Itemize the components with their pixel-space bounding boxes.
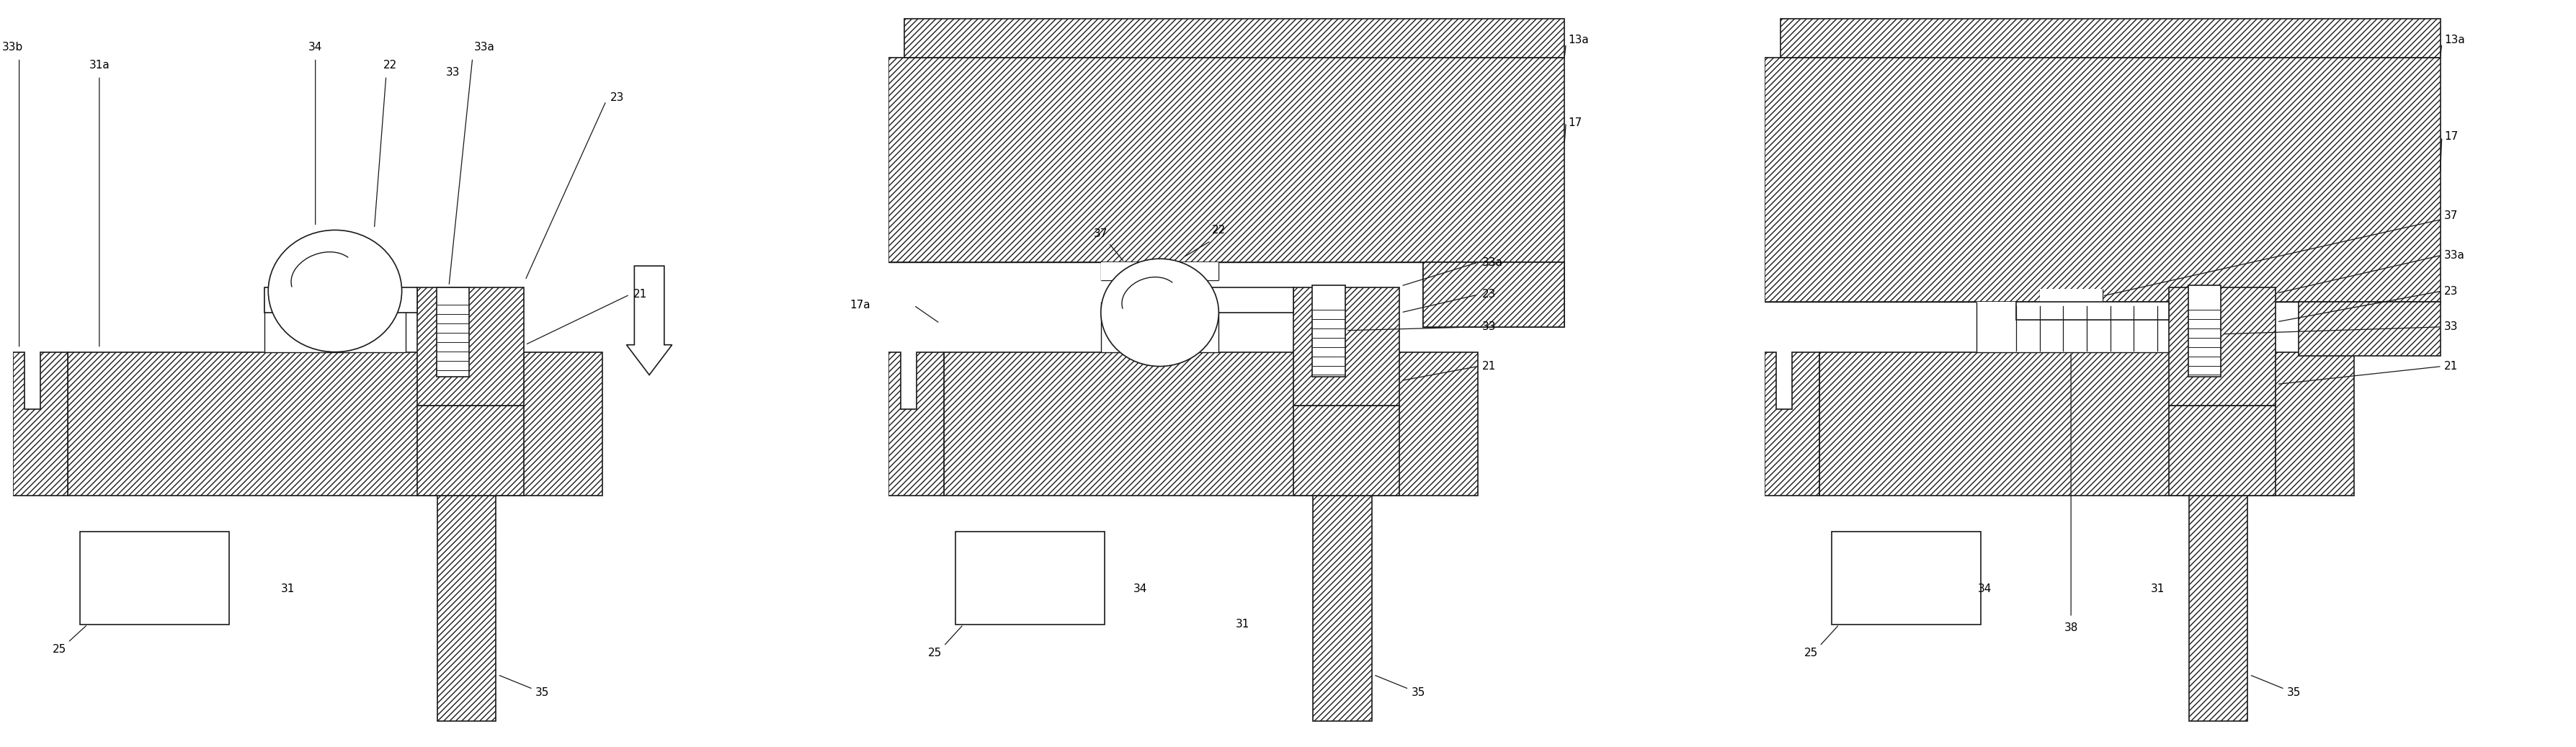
- Bar: [2040, 289, 2102, 302]
- Bar: [1819, 352, 2354, 495]
- Text: 22: 22: [1211, 225, 1226, 235]
- Bar: [417, 288, 523, 406]
- Polygon shape: [13, 352, 67, 495]
- Bar: [1832, 531, 1981, 624]
- Text: 33b: 33b: [3, 42, 23, 52]
- Bar: [1100, 302, 1218, 352]
- Text: 13a: 13a: [2445, 34, 2465, 46]
- Text: 33: 33: [446, 67, 461, 78]
- Bar: [67, 352, 603, 495]
- Text: 21: 21: [634, 289, 647, 300]
- Text: 25: 25: [52, 644, 67, 655]
- Text: 25: 25: [1803, 648, 1819, 659]
- Bar: [1314, 495, 1373, 722]
- Bar: [265, 288, 417, 312]
- Text: 35: 35: [536, 687, 549, 698]
- Bar: [1141, 288, 1293, 312]
- Text: 13a: 13a: [1569, 34, 1589, 46]
- Text: 38: 38: [2063, 623, 2079, 633]
- Circle shape: [268, 230, 402, 352]
- Text: 33: 33: [2445, 321, 2458, 332]
- Text: 31: 31: [281, 583, 294, 594]
- Bar: [1422, 262, 1564, 327]
- Text: 37: 37: [2445, 211, 2458, 221]
- Text: 34: 34: [1978, 583, 1991, 594]
- Text: 21: 21: [2445, 361, 2458, 372]
- Polygon shape: [1765, 352, 1819, 495]
- Text: 22: 22: [384, 60, 397, 70]
- Text: 17a: 17a: [850, 300, 871, 311]
- Text: 34: 34: [309, 42, 322, 52]
- Bar: [2017, 302, 2169, 320]
- Text: 23: 23: [611, 92, 623, 103]
- Text: 21: 21: [1481, 361, 1497, 372]
- Bar: [1765, 58, 2439, 302]
- Text: 34: 34: [1133, 583, 1146, 594]
- Text: 37: 37: [1095, 229, 1108, 239]
- Bar: [1100, 262, 1218, 280]
- Text: 17: 17: [2445, 131, 2458, 142]
- Text: 23: 23: [2445, 285, 2458, 297]
- Text: 31a: 31a: [90, 60, 111, 70]
- Text: 31: 31: [1236, 619, 1249, 630]
- Text: 31: 31: [2151, 583, 2164, 594]
- Bar: [943, 352, 1479, 495]
- Bar: [2169, 406, 2275, 495]
- Text: 33a: 33a: [2445, 249, 2465, 261]
- FancyArrow shape: [626, 266, 672, 375]
- Bar: [1293, 406, 1399, 495]
- Bar: [889, 58, 1564, 262]
- Bar: [1780, 19, 2439, 58]
- Bar: [2298, 302, 2439, 356]
- Text: 33a: 33a: [1481, 257, 1502, 267]
- Bar: [1422, 262, 1564, 327]
- Bar: [1293, 288, 1399, 406]
- Bar: [2190, 495, 2249, 722]
- Text: 35: 35: [2287, 687, 2300, 698]
- Polygon shape: [889, 352, 943, 495]
- Bar: [265, 302, 407, 352]
- Text: 25: 25: [927, 648, 943, 659]
- Circle shape: [1100, 258, 1218, 366]
- Bar: [435, 288, 469, 377]
- Text: 17: 17: [1569, 117, 1582, 128]
- Bar: [417, 406, 523, 495]
- Text: 35: 35: [1412, 687, 1425, 698]
- Bar: [2169, 288, 2275, 406]
- Bar: [2187, 285, 2221, 377]
- Bar: [904, 19, 1564, 58]
- Text: 33: 33: [1481, 321, 1497, 332]
- Text: 33a: 33a: [474, 42, 495, 52]
- Bar: [438, 495, 497, 722]
- Text: 23: 23: [1481, 289, 1497, 300]
- Bar: [80, 531, 229, 624]
- Bar: [956, 531, 1105, 624]
- Bar: [1976, 302, 2244, 352]
- Bar: [1311, 285, 1345, 377]
